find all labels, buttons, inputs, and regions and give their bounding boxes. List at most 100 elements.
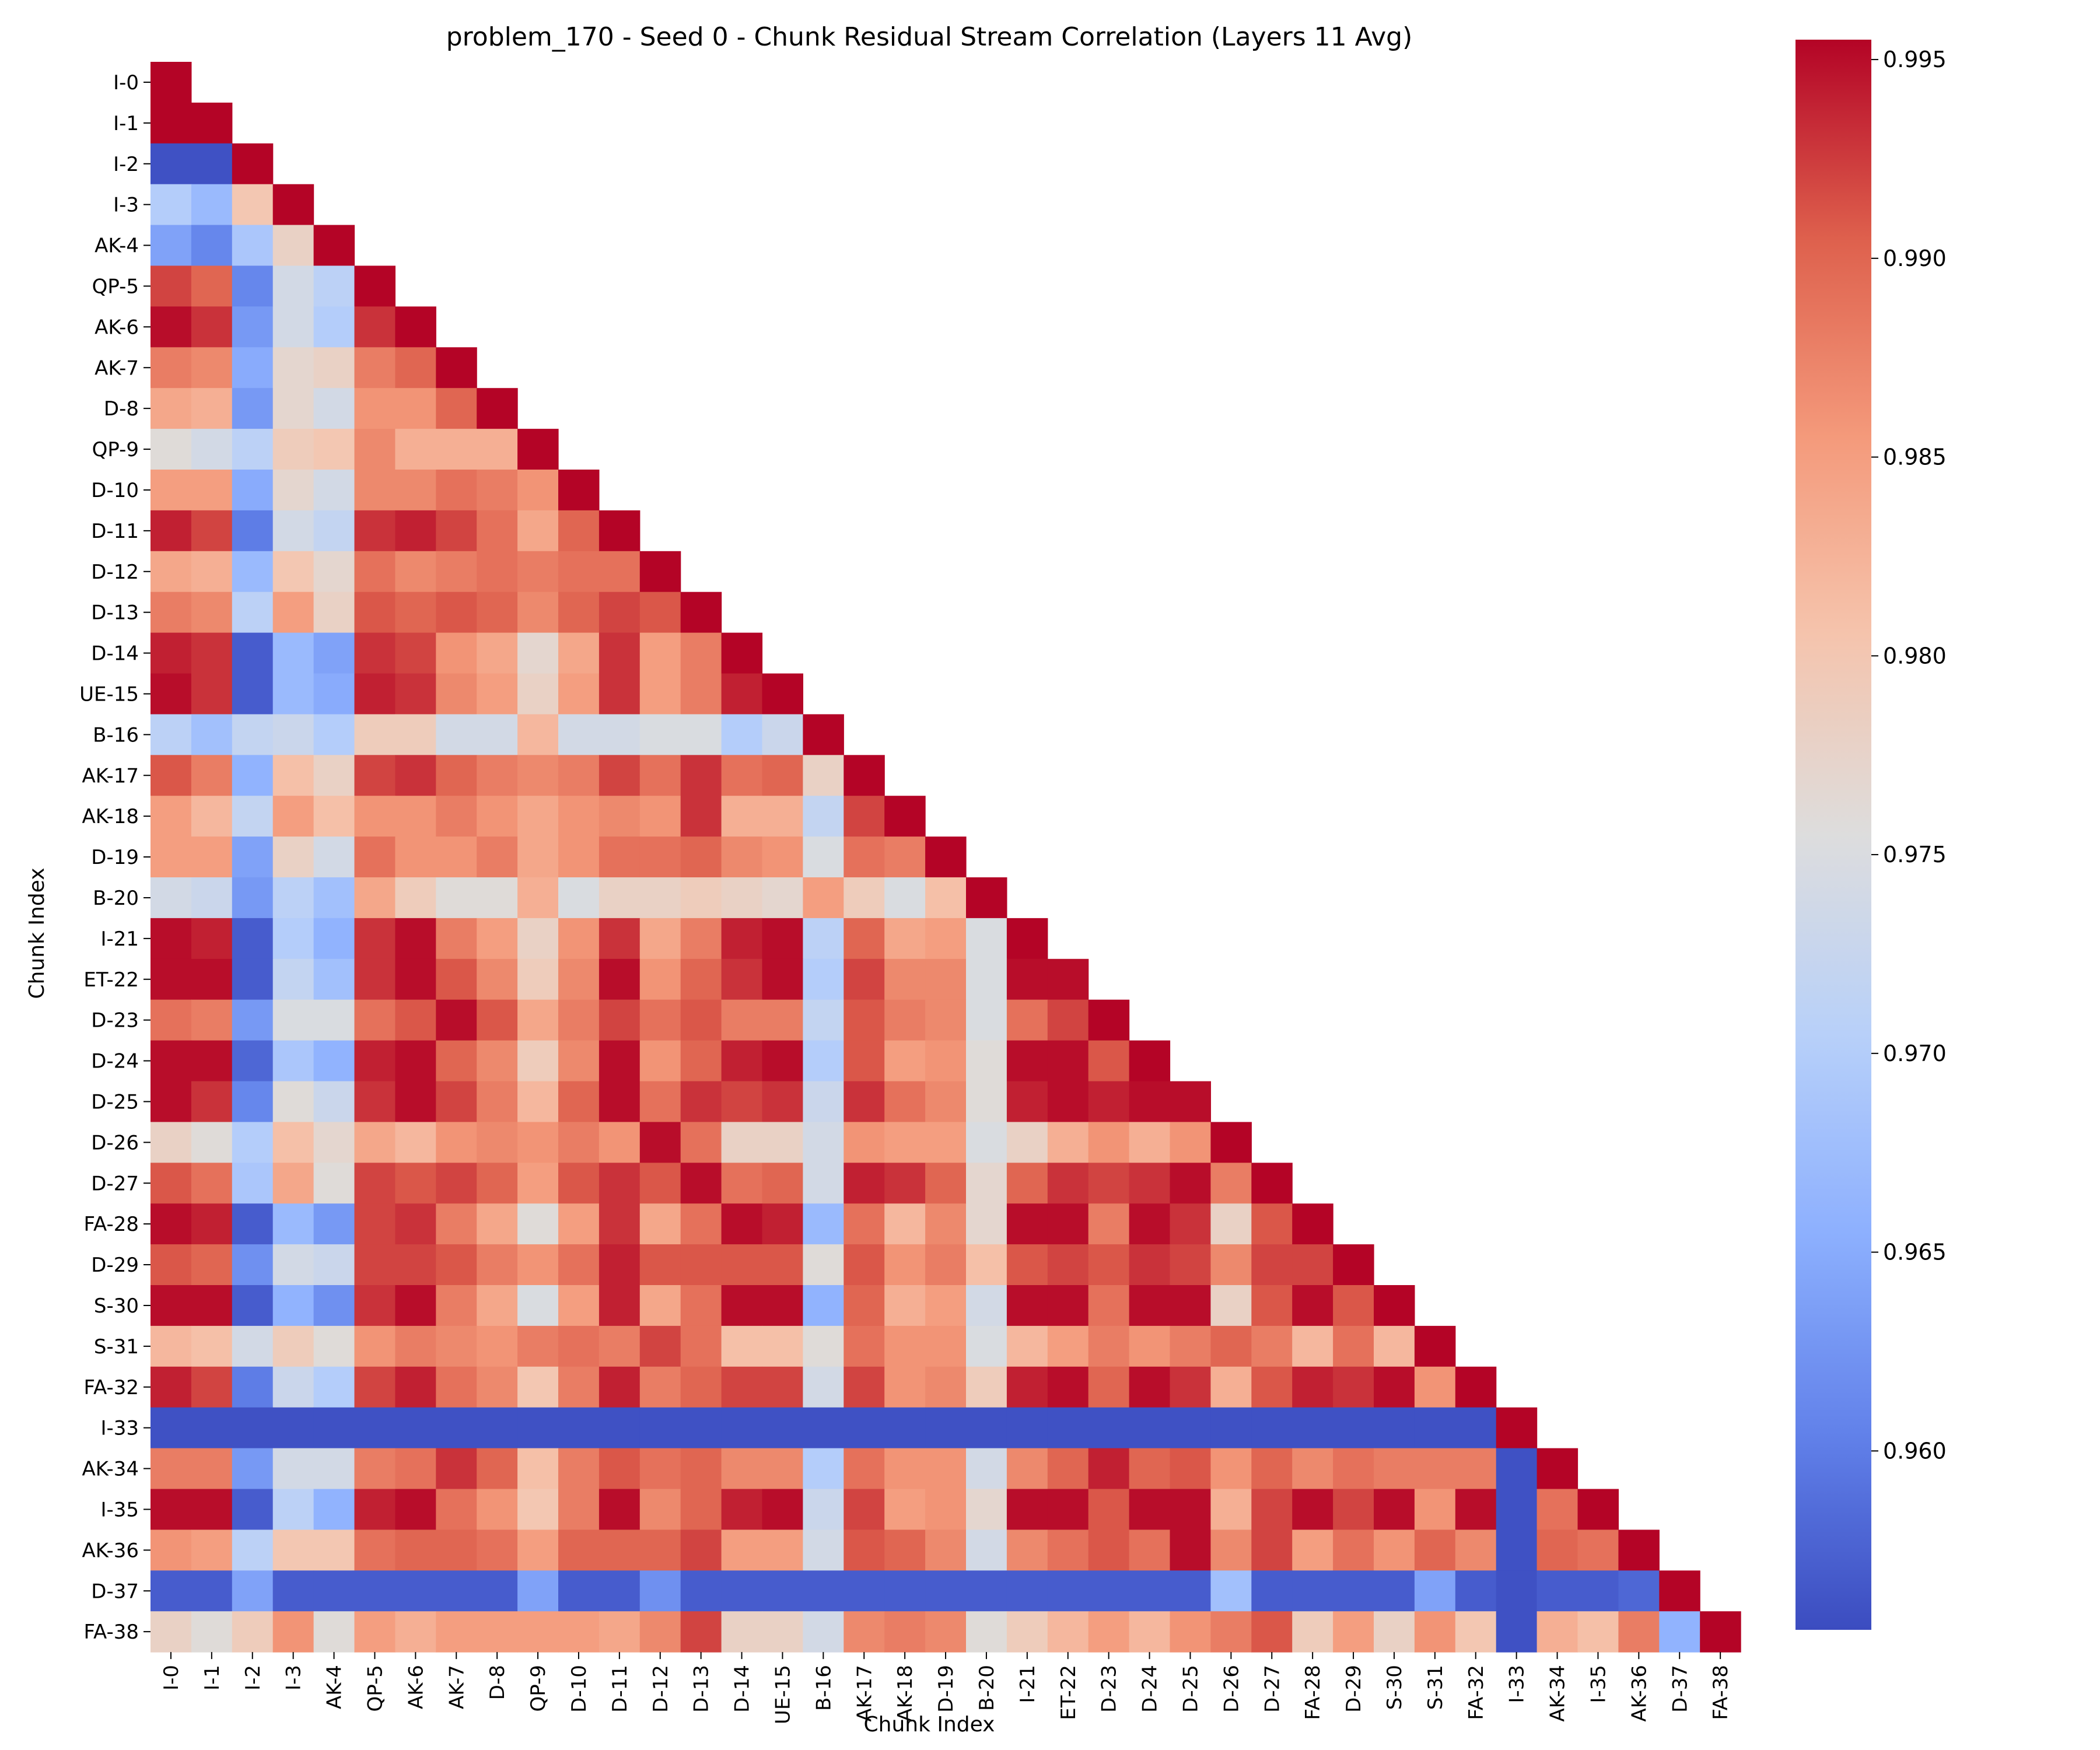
y-tick-label: D-25 [91, 1090, 139, 1114]
heatmap-cell [762, 918, 803, 960]
heatmap-cell [680, 1570, 722, 1612]
heatmap-cell [1333, 1570, 1374, 1612]
heatmap-cell [1659, 1570, 1700, 1612]
heatmap-cell [680, 592, 722, 634]
colorbar-tick-label: 0.990 [1883, 246, 1947, 271]
heatmap-cell [884, 1122, 926, 1163]
heatmap-cell [232, 470, 274, 511]
heatmap-cell [272, 429, 314, 470]
heatmap-cell [1170, 1163, 1211, 1204]
heatmap-cell [477, 551, 518, 593]
heatmap-cell [1170, 1244, 1211, 1286]
heatmap-cell [1129, 1448, 1171, 1490]
heatmap-cell [272, 755, 314, 796]
heatmap-cell [1374, 1530, 1415, 1571]
heatmap-cell [354, 836, 396, 878]
heatmap-cell [680, 836, 722, 878]
heatmap-cell [395, 1570, 436, 1612]
x-tick-label: AK-18 [894, 1665, 917, 1722]
heatmap-cell [1292, 1244, 1334, 1286]
x-tick-label: FA-38 [1709, 1665, 1732, 1720]
heatmap-cell [272, 1448, 314, 1490]
heatmap-cell [1577, 1611, 1619, 1653]
heatmap-cell [1251, 1244, 1293, 1286]
heatmap-cell [1333, 1244, 1374, 1286]
heatmap-cell [1047, 1530, 1089, 1571]
heatmap-cell [966, 1530, 1007, 1571]
heatmap-cell [395, 673, 436, 715]
heatmap-cell [1006, 1040, 1048, 1082]
heatmap-cell [803, 1122, 844, 1163]
heatmap-cell [844, 1203, 885, 1245]
heatmap-cell [966, 1163, 1007, 1204]
heatmap-cell [598, 1244, 640, 1286]
heatmap-cell [436, 1530, 477, 1571]
heatmap-cell [354, 1122, 396, 1163]
heatmap-cell [762, 1530, 803, 1571]
x-tick-label: D-12 [649, 1665, 673, 1713]
heatmap-cell [1496, 1448, 1538, 1490]
heatmap-cell [1374, 1570, 1415, 1612]
heatmap-cell [803, 1570, 844, 1612]
heatmap-cell [313, 755, 355, 796]
heatmap-cell [395, 388, 436, 429]
y-tick-label: FA-32 [84, 1376, 139, 1399]
heatmap-cell [436, 429, 477, 470]
heatmap-cell [1618, 1570, 1660, 1612]
heatmap-cell [191, 877, 233, 919]
heatmap-cell [884, 1285, 926, 1326]
heatmap-cell [762, 1163, 803, 1204]
heatmap-cell [150, 225, 192, 267]
heatmap-cell [1333, 1530, 1374, 1571]
heatmap-cell [884, 1448, 926, 1490]
heatmap-cell [191, 388, 233, 429]
heatmap-cell [395, 632, 436, 674]
heatmap-cell [272, 347, 314, 388]
heatmap-cell [925, 1407, 967, 1449]
heatmap-cell [477, 1040, 518, 1082]
heatmap-cell [191, 429, 233, 470]
heatmap-cell [313, 347, 355, 388]
heatmap-cell [803, 1285, 844, 1326]
x-tick-label: AK-6 [404, 1665, 428, 1709]
heatmap-cell [721, 1285, 763, 1326]
heatmap-cell [1496, 1489, 1538, 1530]
heatmap-cell [1414, 1489, 1456, 1530]
heatmap-cell [191, 1081, 233, 1122]
heatmap-cell [803, 877, 844, 919]
colorbar-tick-label: 0.965 [1883, 1240, 1947, 1265]
heatmap-cell [313, 1366, 355, 1408]
heatmap-cell [1170, 1081, 1211, 1122]
chart-title: problem_170 - Seed 0 - Chunk Residual St… [446, 22, 1413, 52]
heatmap-cell [232, 429, 274, 470]
y-tick-label: D-27 [91, 1172, 139, 1195]
heatmap-cell [232, 1203, 274, 1245]
heatmap-cell [1374, 1489, 1415, 1530]
x-tick-label: D-29 [1342, 1665, 1366, 1713]
heatmap-cell [436, 1285, 477, 1326]
y-tick-label: AK-34 [82, 1458, 139, 1481]
x-tick-label: AK-7 [445, 1665, 468, 1709]
heatmap-cell [272, 306, 314, 348]
heatmap-cell [1210, 1325, 1252, 1367]
heatmap-cell [1292, 1407, 1334, 1449]
x-tick-label: I-21 [1016, 1665, 1040, 1703]
heatmap-cell [1210, 1244, 1252, 1286]
heatmap-cell [1047, 1163, 1089, 1204]
heatmap-cell [477, 999, 518, 1041]
heatmap-cell [1006, 1163, 1048, 1204]
heatmap-cell [150, 755, 192, 796]
heatmap-cell [680, 1285, 722, 1326]
heatmap-cell [803, 836, 844, 878]
heatmap-cell [477, 1163, 518, 1204]
heatmap-cell [150, 429, 192, 470]
heatmap-cell [844, 1448, 885, 1490]
heatmap-cell [925, 1163, 967, 1204]
heatmap-cell [191, 1163, 233, 1204]
heatmap-cell [1292, 1325, 1334, 1367]
heatmap-cell [844, 1040, 885, 1082]
heatmap-cell [436, 347, 477, 388]
heatmap-cell [844, 1489, 885, 1530]
x-tick-label: AK-17 [853, 1665, 876, 1722]
heatmap-cell [517, 1081, 559, 1122]
